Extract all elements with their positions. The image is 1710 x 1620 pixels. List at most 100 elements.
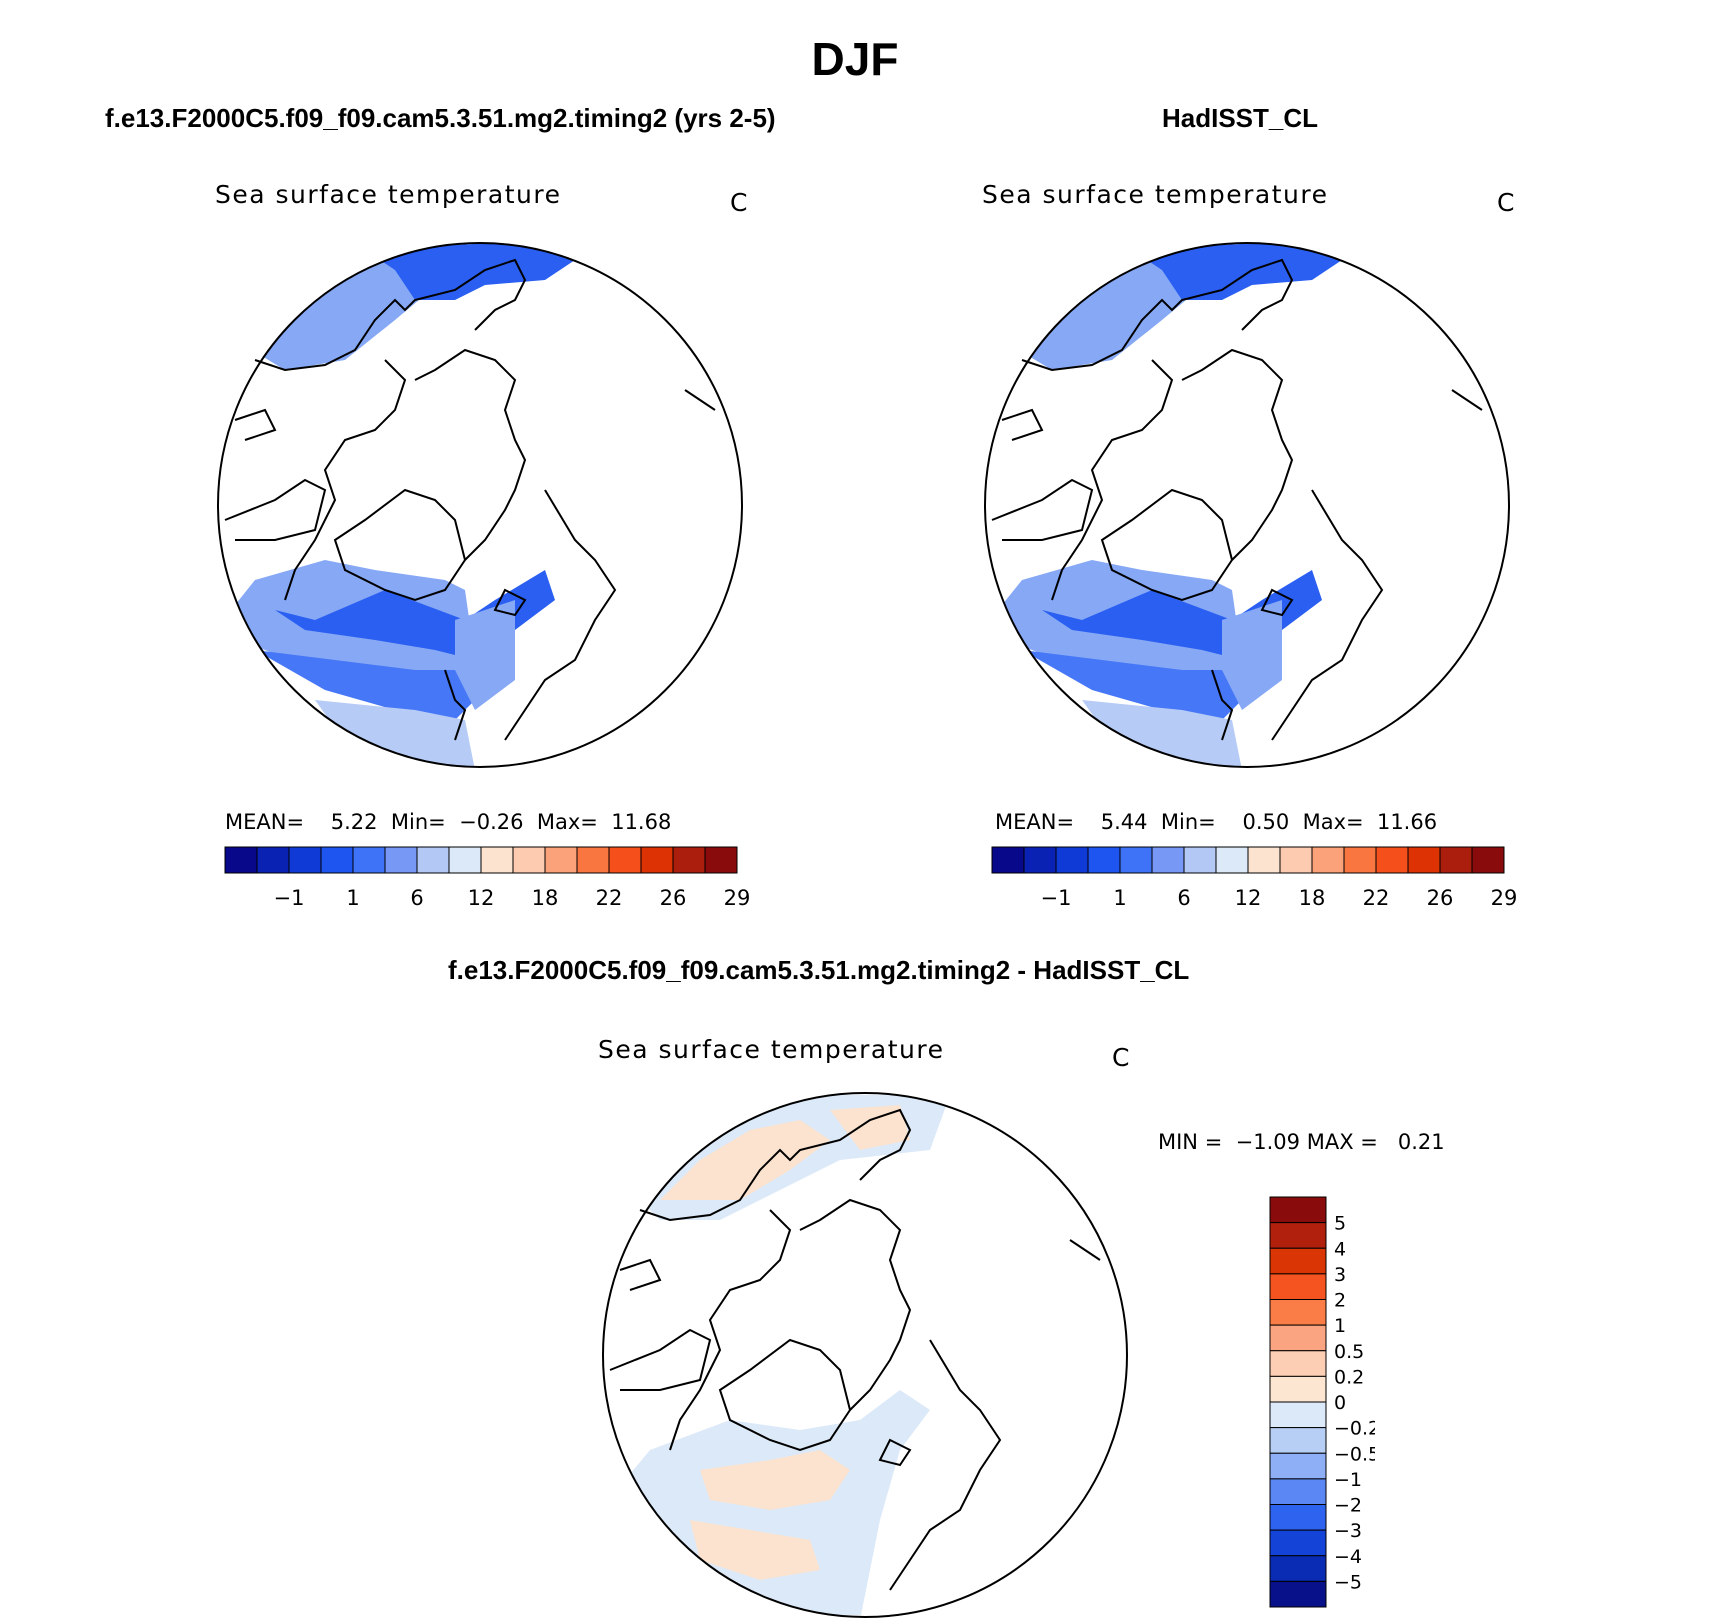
panel1-case-title: f.e13.F2000C5.f09_f09.cam5.3.51.mg2.timi…: [105, 103, 776, 133]
panel3-colorbar-box: [1269, 1401, 1327, 1429]
panel1-colorbar-box: [384, 846, 418, 874]
panel3-colorbar-tick-label: 0: [1334, 1392, 1346, 1414]
panel2-colorbar-box: [1439, 846, 1473, 874]
panel2-colorbar-box: [1151, 846, 1185, 874]
panel3-stats: MIN = −1.09 MAX = 0.21: [1158, 1130, 1445, 1154]
max-value: 11.66: [1376, 810, 1438, 834]
panel2-colorbar-tick-label: 6: [1177, 886, 1190, 910]
panel3-colorbar-box: [1269, 1350, 1327, 1377]
max-value: 11.68: [611, 810, 672, 834]
panel3-colorbar-box: [1269, 1478, 1327, 1505]
panel3-colorbar-tick-label: 1: [1334, 1315, 1346, 1337]
panel3-colorbar-tick-label: 0.5: [1334, 1341, 1364, 1363]
panel2-colorbar-box: [1087, 846, 1121, 874]
panel3-colorbar-tick-label: 4: [1334, 1238, 1346, 1260]
panel1-colorbar-box: [320, 846, 354, 874]
panel1-plot-title: Sea surface temperature: [215, 180, 562, 209]
panel3-colorbar-box: [1269, 1452, 1327, 1480]
panel1-colorbar-box: [672, 846, 706, 874]
panel2-stats: MEAN= 5.44 Min= 0.50 Max= 11.66: [995, 810, 1437, 834]
panel1-colorbar-box: [640, 846, 674, 874]
panel1-colorbar-box: [704, 846, 738, 874]
panel3-case-title: f.e13.F2000C5.f09_f09.cam5.3.51.mg2.timi…: [448, 955, 1190, 985]
panel2-colorbar-box: [1055, 846, 1089, 874]
panel3-colorbar-box: [1269, 1504, 1327, 1531]
panel3-colorbar-box: [1269, 1222, 1327, 1249]
panel3-colorbar-box: [1269, 1273, 1327, 1300]
panel2-colorbar-tick-label: 22: [1363, 886, 1390, 910]
panel1-colorbar-box: [608, 846, 642, 874]
panel1-colorbar-box: [544, 846, 578, 874]
map-border: [984, 242, 1510, 768]
mean-label: MEAN=: [225, 810, 305, 834]
panel2-case-title: HadISST_CL: [1162, 103, 1319, 133]
panel2-colorbar-box: [1311, 846, 1345, 874]
panel2-colorbar-box: [1183, 846, 1217, 874]
panel1-colorbar-box: [256, 846, 290, 874]
min-label: Min=: [390, 810, 446, 834]
panel2-map: [984, 242, 1510, 768]
panel3-colorbar-tick-label: −5: [1334, 1571, 1362, 1593]
panel2-colorbar-tick-label: −1: [1041, 886, 1072, 910]
panel2-colorbar-tick-label: 12: [1235, 886, 1262, 910]
panel1-colorbar-tick-label: 26: [660, 886, 687, 910]
panel3-colorbar-box: [1269, 1324, 1327, 1352]
panel1-colorbar-box: [224, 846, 258, 874]
panel1-colorbar-box: [576, 846, 610, 874]
min-value: 0.50: [1242, 810, 1290, 834]
panel3-colorbar-tick-label: 3: [1334, 1264, 1346, 1286]
panel3-colorbar-box: [1269, 1375, 1327, 1403]
panel3-colorbar-tick-label: 5: [1334, 1213, 1346, 1235]
panel1-stats: MEAN= 5.22 Min= −0.26 Max= 11.68: [225, 810, 671, 834]
panel1-colorbar-box: [480, 846, 514, 874]
panel3-colorbar-box: [1269, 1580, 1327, 1608]
panel2-colorbar-box: [1119, 846, 1153, 874]
panel1-colorbar: −1 1 6 12 18 22 26 29: [224, 846, 750, 910]
panel3-colorbar-box: [1269, 1555, 1327, 1582]
panel1-colorbar-box: [288, 846, 322, 874]
max-value: 0.21: [1397, 1130, 1445, 1154]
max-label: Max=: [1302, 810, 1364, 834]
panel3-colorbar-box: [1269, 1529, 1327, 1557]
map-border: [217, 242, 743, 768]
panel2-colorbar-box: [1247, 846, 1281, 874]
min-value: −1.09: [1235, 1130, 1301, 1154]
panel3-colorbar-box: [1269, 1299, 1327, 1326]
panel1-colorbar-box: [416, 846, 450, 874]
panel3-colorbar-tick-label: 2: [1334, 1290, 1346, 1312]
main-title: DJF: [811, 33, 899, 85]
panel3-colorbar-tick-label: 0.2: [1334, 1366, 1364, 1388]
panel2-colorbar-box: [1343, 846, 1377, 874]
mean-value: 5.44: [1100, 810, 1148, 834]
panel1-colorbar-tick-label: 22: [596, 886, 623, 910]
min-value: −0.26: [459, 810, 524, 834]
panel2-colorbar-tick-label: 26: [1427, 886, 1454, 910]
panel3-colorbar-tick-label: −2: [1334, 1495, 1362, 1517]
panel3-map: [602, 1092, 1128, 1618]
panel1-colorbar-box: [352, 846, 386, 874]
max-label: MAX =: [1306, 1130, 1378, 1154]
panel3-colorbar-tick-label: −1: [1334, 1469, 1362, 1491]
panel3-colorbar-tick-label: −4: [1334, 1546, 1362, 1568]
panel2-colorbar-tick-label: 1: [1113, 886, 1126, 910]
panel2-colorbar-box: [1407, 846, 1441, 874]
panel2-colorbar-box: [1375, 846, 1409, 874]
panel3-colorbar-tick-label: −0.5: [1334, 1443, 1375, 1465]
min-label: MIN =: [1158, 1130, 1223, 1154]
panel2-colorbar-box: [1279, 846, 1313, 874]
panel2-colorbar: −1 1 6 12 18 22 26 29: [991, 846, 1517, 910]
panel2-colorbar-tick-label: 29: [1491, 886, 1517, 910]
panel2-units: C: [1497, 188, 1515, 217]
panel1-colorbar-tick-label: 12: [468, 886, 495, 910]
panel3-colorbar-box: [1269, 1427, 1327, 1454]
panel1-colorbar-box: [512, 846, 546, 874]
panel3-plot-title: Sea surface temperature: [598, 1035, 945, 1064]
mean-value: 5.22: [330, 810, 378, 834]
panel2-colorbar-box: [1471, 846, 1505, 874]
panel2-plot-title: Sea surface temperature: [982, 180, 1329, 209]
panel3-colorbar-box: [1269, 1196, 1327, 1224]
panel1-map: [217, 242, 743, 768]
mean-label: MEAN=: [995, 810, 1075, 834]
panel1-units: C: [730, 188, 748, 217]
min-label: Min=: [1160, 810, 1216, 834]
